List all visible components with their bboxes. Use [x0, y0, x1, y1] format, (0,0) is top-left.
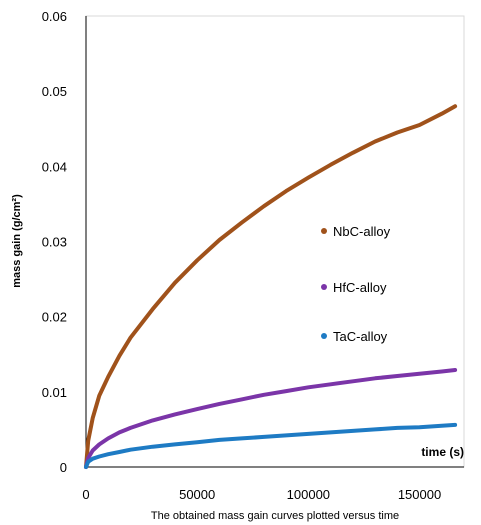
y-tick-label: 0.02 — [42, 310, 67, 325]
legend-label-tac-alloy: TaC-alloy — [333, 329, 388, 344]
y-tick-label: 0 — [60, 460, 67, 475]
legend-label-hfc-alloy: HfC-alloy — [333, 280, 387, 295]
x-tick-label: 150000 — [398, 487, 441, 502]
y-tick-label: 0.06 — [42, 9, 67, 24]
y-tick-label: 0.04 — [42, 159, 67, 174]
series-line-hfc-alloy — [84, 368, 458, 469]
x-axis-label: time (s) — [421, 445, 464, 459]
y-tick-label: 0.01 — [42, 385, 67, 400]
series-line-tac-alloy — [84, 422, 458, 469]
y-axis-label: mass gain (g/cm²) — [11, 194, 23, 288]
y-axis-ticks: 0 0.01 0.02 0.03 0.04 0.05 0.06 — [42, 9, 67, 475]
y-tick-label: 0.03 — [42, 235, 67, 250]
legend-marker-nbc-alloy — [321, 228, 327, 234]
x-tick-label: 0 — [82, 487, 89, 502]
x-tick-label: 100000 — [287, 487, 330, 502]
x-tick-label: 50000 — [179, 487, 215, 502]
plot-area — [85, 15, 465, 468]
caption: The obtained mass gain curves plotted ve… — [151, 510, 399, 522]
x-axis-ticks: 0 50000 100000 150000 — [82, 487, 441, 502]
legend-marker-tac-alloy — [321, 333, 327, 339]
legend: NbC-alloy HfC-alloy TaC-alloy — [321, 224, 391, 344]
series-line-nbc-alloy — [84, 104, 458, 469]
legend-marker-hfc-alloy — [321, 284, 327, 290]
series-lines — [84, 104, 458, 469]
legend-label-nbc-alloy: NbC-alloy — [333, 224, 391, 239]
y-tick-label: 0.05 — [42, 84, 67, 99]
